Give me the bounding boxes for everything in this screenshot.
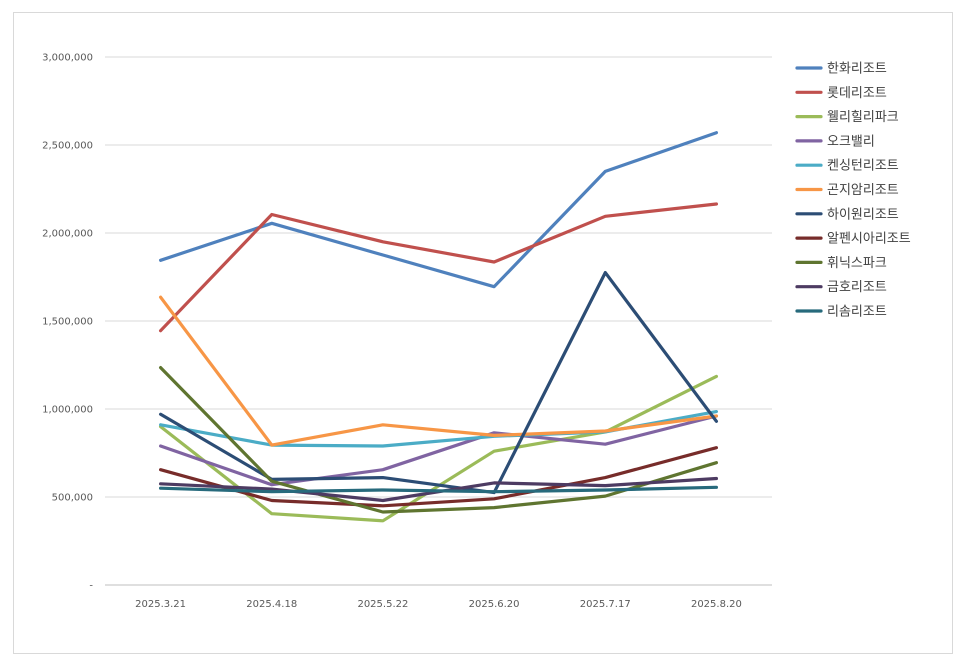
legend-label: 휘닉스파크 <box>827 256 887 271</box>
legend-label: 롯데리조트 <box>827 86 887 101</box>
legend-item: 금호리조트 <box>795 280 887 295</box>
series-line-6 <box>159 295 719 447</box>
x-tick-label: 2025.5.22 <box>357 599 408 610</box>
x-tick-label: 2025.7.17 <box>580 599 631 610</box>
x-tick-label: 2025.3.21 <box>135 599 186 610</box>
legend-label: 한화리조트 <box>827 62 887 77</box>
legend-item: 리솜리조트 <box>795 305 887 320</box>
series-line-1 <box>159 131 719 289</box>
legend-item: 알펜시아리조트 <box>795 232 911 247</box>
chart-frame <box>13 12 953 654</box>
series-line-3 <box>159 374 719 523</box>
y-tick-label: 1,500,000 <box>42 317 93 328</box>
y-tick-label: 2,000,000 <box>42 229 93 240</box>
legend-label: 하이원리조트 <box>827 207 899 222</box>
x-axis: 2025.3.21 2025.4.18 2025.5.22 2025.6.20 2025… <box>135 599 742 610</box>
series-line-8 <box>159 446 719 508</box>
legend-label: 오크밸리 <box>827 134 875 149</box>
y-tick-label: 3,000,000 <box>42 53 93 64</box>
legend-label: 웰리힐리파크 <box>827 110 899 125</box>
y-tick-label: 2,500,000 <box>42 141 93 152</box>
x-tick-label: 2025.6.20 <box>469 599 520 610</box>
x-tick-label: 2025.8.20 <box>691 599 742 610</box>
legend-item: 롯데리조트 <box>795 86 887 101</box>
legend-label: 곤지암리조트 <box>827 183 899 198</box>
y-tick-label: 500,000 <box>52 493 93 504</box>
x-tick-label: 2025.4.18 <box>246 599 297 610</box>
legend: 한화리조트롯데리조트웰리힐리파크오크밸리켄싱턴리조트곤지암리조트하이원리조트알펜… <box>795 62 911 320</box>
legend-label: 켄싱턴리조트 <box>827 159 899 174</box>
legend-item: 하이원리조트 <box>795 207 899 222</box>
legend-item: 곤지암리조트 <box>795 183 899 198</box>
legend-label: 금호리조트 <box>827 280 887 295</box>
series-line-2 <box>159 202 719 333</box>
series-line-7 <box>159 271 719 495</box>
legend-label: 알펜시아리조트 <box>827 232 911 247</box>
legend-item: 켄싱턴리조트 <box>795 159 899 174</box>
legend-label: 리솜리조트 <box>827 305 887 320</box>
series-lines <box>159 131 719 523</box>
gridlines <box>105 56 772 586</box>
legend-item: 한화리조트 <box>795 62 887 77</box>
legend-item: 오크밸리 <box>795 134 875 149</box>
legend-item: 휘닉스파크 <box>795 256 887 271</box>
series-line-11 <box>159 485 719 494</box>
series-line-4 <box>159 414 719 487</box>
y-tick-label: - <box>89 581 93 592</box>
y-tick-label: 1,000,000 <box>42 405 93 416</box>
y-axis: - 500,000 1,000,000 1,500,000 2,000,000 2,500… <box>42 53 93 592</box>
legend-item: 웰리힐리파크 <box>795 110 899 125</box>
